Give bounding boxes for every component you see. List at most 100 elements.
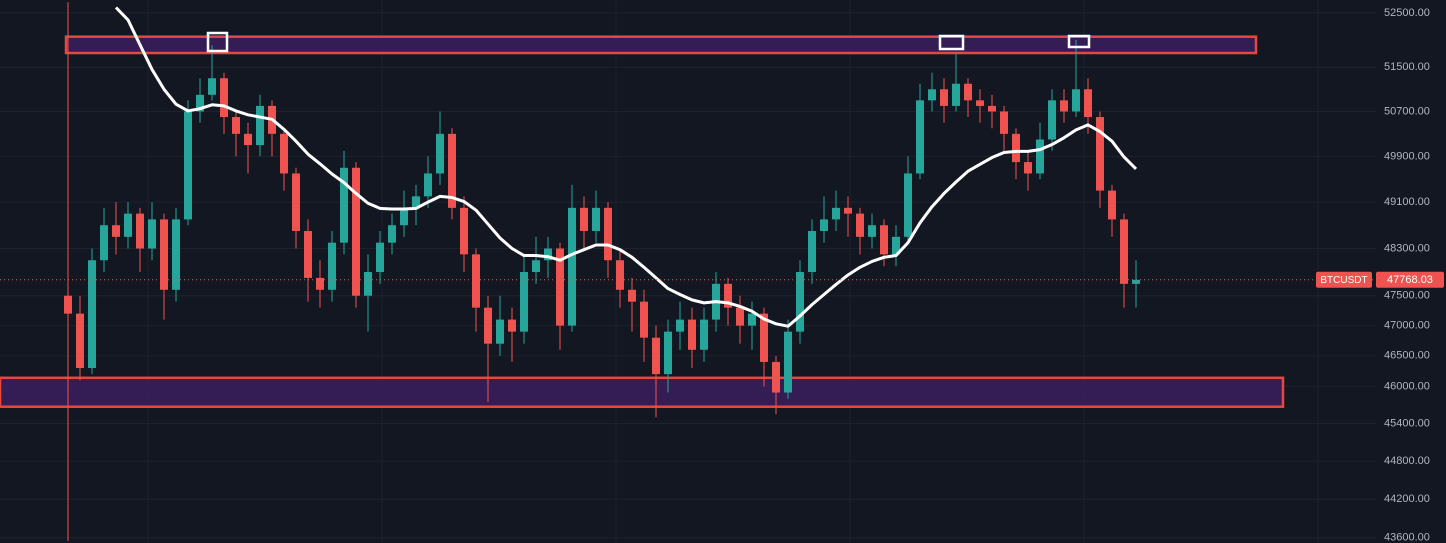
candle-body [172,219,180,290]
highlight-box [1067,34,1091,49]
candle-body [64,295,72,314]
candle-body [940,89,948,106]
candle-body [1108,190,1116,220]
y-tick-label: 44200.00 [1384,493,1430,505]
candle-body [604,207,612,261]
candle-body [820,219,828,232]
candle-body [340,167,348,243]
candle-body [760,313,768,362]
candle-body [1024,162,1032,174]
candle-body [904,173,912,237]
candle-body [976,100,984,106]
candle-body [592,207,600,232]
candle-body [436,133,444,174]
y-tick-label: 43600.00 [1384,532,1430,543]
candle-body [484,307,492,344]
y-tick-label: 47000.00 [1384,320,1430,332]
y-tick-label: 51500.00 [1384,61,1430,73]
candle-body [988,105,996,112]
candle-body [952,83,960,106]
candle-body [328,242,336,290]
candle-body [520,272,528,332]
candle-body [844,207,852,214]
candle-body [100,225,108,261]
candle-body [208,78,216,95]
symbol-badge [1316,271,1372,288]
candle-body [868,225,876,237]
candle-body [184,111,192,220]
candle-body [1132,279,1140,284]
candle-body [772,361,780,393]
candle-body [1000,111,1008,134]
highlight-box [206,31,229,53]
candle-body [280,133,288,174]
candle-body [196,94,204,112]
candle-body [832,207,840,220]
candle-body [652,337,660,375]
candle-body [316,277,324,290]
candle-body [892,236,900,255]
candle-body [1072,89,1080,112]
candle-body [472,254,480,308]
candle-body [1048,100,1056,140]
candle-body [292,173,300,232]
candle-body [1084,89,1092,118]
candle-body [580,207,588,232]
candle-body [556,248,564,326]
candle-body [448,133,456,208]
candle-body [508,319,516,332]
y-tick-label: 49100.00 [1384,196,1430,208]
candle-body [1012,133,1020,163]
candle-body [700,319,708,350]
candle-body [496,319,504,344]
candle-body [748,313,756,326]
candle-body [256,105,264,146]
candle-body [568,207,576,326]
y-tick-label: 44800.00 [1384,455,1430,467]
candle-body [412,196,420,208]
candle-body [784,331,792,393]
candle-body [856,213,864,237]
candle-body [160,219,168,290]
candle-body [688,319,696,350]
candle-body [724,283,732,308]
y-tick-label: 45400.00 [1384,417,1430,429]
candle-body [544,248,552,261]
candle-body [664,331,672,375]
zone [0,376,1285,408]
candle-body [364,272,372,296]
candle-body [640,301,648,338]
zone [64,35,1258,55]
candle-body [124,213,132,237]
candle-body [1036,139,1044,174]
candle-body [928,89,936,101]
y-tick-label: 52500.00 [1384,7,1430,19]
last-price-label: 47768.03 [1387,274,1433,286]
candle-body [424,173,432,197]
candle-body [88,260,96,369]
candle-body [796,272,804,332]
candle-body [352,167,360,296]
candle-body [148,219,156,249]
candle-body [304,231,312,278]
candle-body [244,133,252,146]
candle-body [388,225,396,243]
candle-body [964,83,972,101]
candle-body [136,213,144,249]
highlight-box [938,34,965,51]
candle-body [880,225,888,255]
candle-body [808,231,816,273]
y-tick-label: 48300.00 [1384,242,1430,254]
candle-body [220,78,228,118]
price-badge [1376,271,1444,288]
candle-body [400,207,408,226]
candle-body [1096,117,1104,191]
candle-body [676,319,684,332]
moving-average-line [114,6,1138,328]
candle-body [76,313,84,369]
candle-body [1120,219,1128,284]
candle-body [232,117,240,134]
y-tick-label: 50700.00 [1384,105,1430,117]
y-tick-label: 46000.00 [1384,380,1430,392]
